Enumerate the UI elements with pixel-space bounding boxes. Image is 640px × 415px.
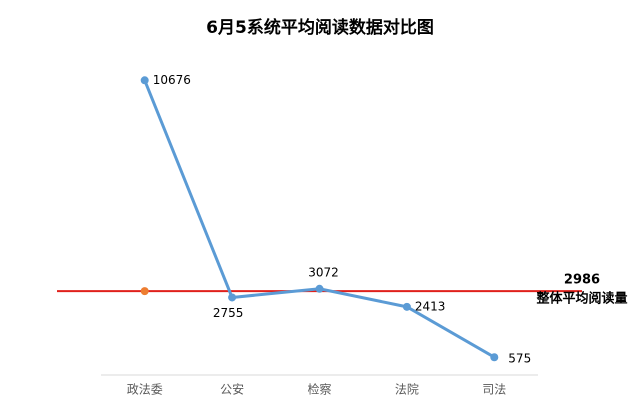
x-tick-label: 公安 [220, 382, 244, 397]
x-tick-label: 法院 [395, 383, 419, 397]
data-label: 3072 [308, 265, 339, 279]
data-point [228, 293, 237, 302]
reference-value: 2986 [564, 273, 600, 288]
data-line [143, 79, 496, 359]
reference-label: 整体平均阅读量 [535, 291, 627, 307]
data-point [315, 284, 324, 293]
data-point [402, 302, 411, 311]
data-label: 575 [508, 352, 531, 366]
data-point [490, 353, 499, 362]
x-tick-label: 政法委 [127, 383, 163, 397]
data-point [140, 76, 149, 85]
data-label: 2755 [213, 306, 244, 320]
reference-marker [140, 287, 149, 296]
x-tick-label: 检察 [307, 382, 331, 397]
data-label: 2413 [415, 299, 446, 313]
x-tick-label: 司法 [482, 383, 506, 397]
chart-title: 6月5系统平均阅读数据对比图 [206, 17, 434, 38]
data-label: 10676 [153, 73, 191, 87]
